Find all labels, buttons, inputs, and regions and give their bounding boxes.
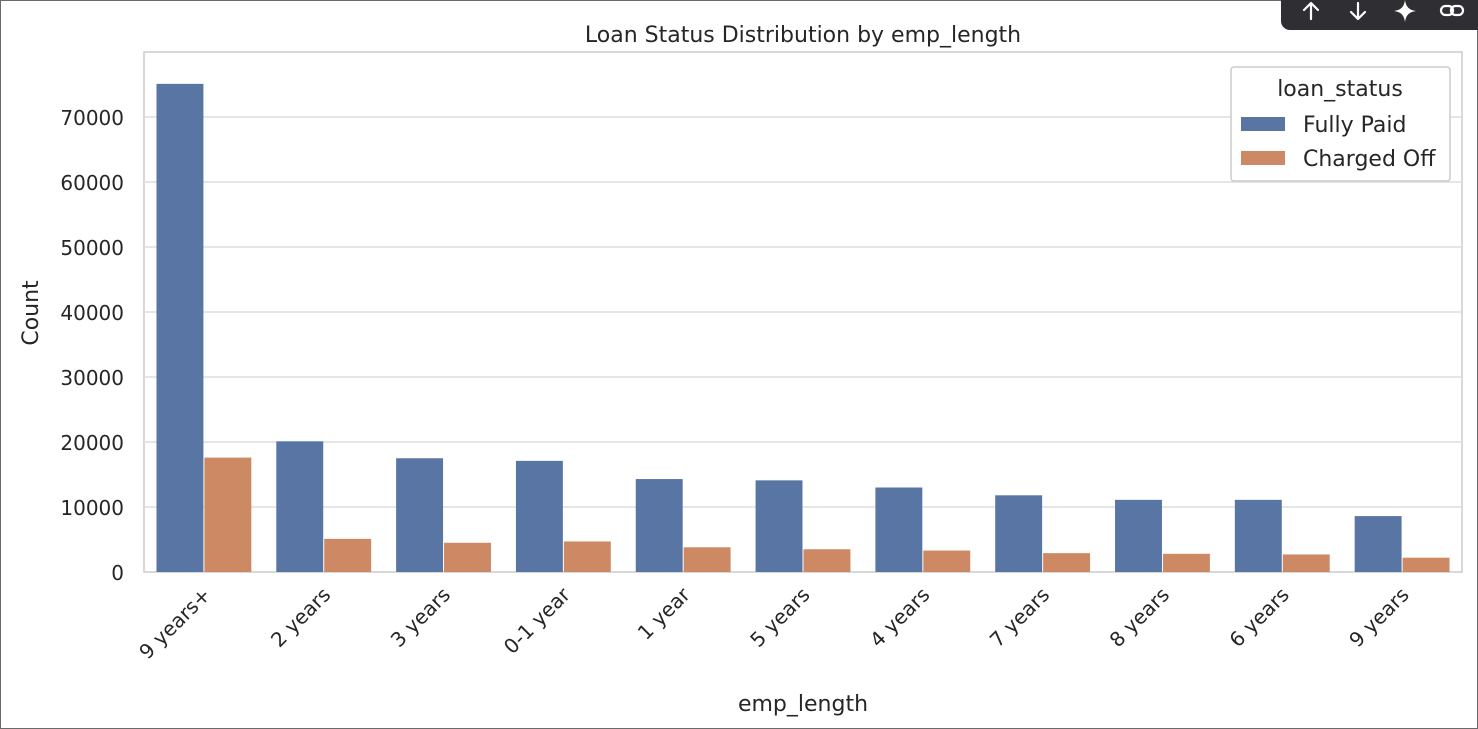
x-tick-label: 3 years (386, 583, 455, 652)
arrow-up-icon (1302, 1, 1319, 21)
arrow-down-icon (1349, 1, 1366, 21)
y-tick-label: 30000 (60, 366, 124, 390)
x-tick-label: 0-1 year (499, 582, 576, 659)
bar-charged-off-4 (683, 547, 731, 572)
chart-title: Loan Status Distribution by emp_length (585, 23, 1021, 48)
bar-fully-paid-7 (995, 495, 1043, 572)
bar-charged-off-8 (1162, 553, 1210, 572)
bar-fully-paid-1 (276, 441, 324, 572)
y-tick-label: 40000 (60, 301, 124, 325)
legend-label-charged-off: Charged Off (1303, 147, 1436, 172)
bar-charged-off-2 (444, 542, 491, 572)
bar-fully-paid-9 (1234, 499, 1282, 572)
x-tick-label: 7 years (985, 583, 1054, 652)
legend-box (1230, 66, 1451, 182)
sparkle-icon (1393, 0, 1416, 22)
y-axis-label: Count (19, 280, 44, 346)
link-icon (1439, 4, 1464, 17)
move-up-button[interactable] (1294, 0, 1328, 26)
x-tick-labels: 9 years+ 2 years 3 years 0-1 year 1 year 5 ye… (134, 582, 1413, 664)
bar-charged-off-5 (803, 549, 851, 572)
bar-charged-off-7 (1043, 553, 1091, 572)
bar-fully-paid-2 (396, 458, 444, 572)
x-tick-label: 5 years (745, 583, 814, 652)
bar-charged-off-6 (923, 550, 971, 572)
cell-toolbar (1281, 0, 1478, 30)
legend-swatch-charged-off (1241, 151, 1285, 165)
bar-charged-off-3 (563, 541, 611, 572)
bar-fully-paid-0 (156, 83, 204, 572)
y-tick-label: 20000 (60, 431, 124, 455)
x-axis-label: emp_length (738, 692, 868, 717)
bar-charged-off-10 (1402, 557, 1450, 572)
bar-fully-paid-6 (875, 487, 923, 572)
legend-label-fully-paid: Fully Paid (1303, 113, 1406, 138)
move-down-button[interactable] (1341, 0, 1375, 26)
bar-charged-off-9 (1282, 554, 1330, 572)
legend-swatch-fully-paid (1241, 117, 1285, 131)
ai-assist-button[interactable] (1388, 0, 1422, 26)
x-tick-label: 1 year (633, 582, 696, 645)
bar-charged-off-0 (204, 457, 252, 572)
y-tick-label: 70000 (60, 106, 124, 130)
y-tick-label: 50000 (60, 236, 124, 260)
y-tick-label: 60000 (60, 171, 124, 195)
x-tick-label: 6 years (1224, 583, 1293, 652)
x-tick-label: 9 years+ (134, 583, 215, 664)
x-tick-label: 4 years (865, 583, 934, 652)
x-tick-label: 2 years (266, 583, 335, 652)
bar-charged-off-1 (324, 538, 372, 572)
legend-title: loan_status (1277, 77, 1403, 102)
bar-fully-paid-10 (1354, 516, 1402, 572)
x-tick-label: 9 years (1344, 583, 1413, 652)
y-tick-label: 10000 (60, 496, 124, 520)
copy-link-button[interactable] (1435, 0, 1469, 26)
bar-fully-paid-3 (515, 460, 563, 572)
x-tick-label: 8 years (1105, 583, 1174, 652)
bar-fully-paid-4 (635, 479, 683, 572)
bars (156, 83, 1450, 572)
bar-fully-paid-8 (1115, 499, 1162, 572)
bar-fully-paid-5 (755, 480, 803, 572)
legend: loan_status Fully Paid Charged Off (1230, 66, 1451, 182)
y-tick-labels: 0 10000 20000 30000 40000 50000 60000 70000 (60, 106, 124, 585)
y-tick-label: 0 (111, 561, 124, 585)
